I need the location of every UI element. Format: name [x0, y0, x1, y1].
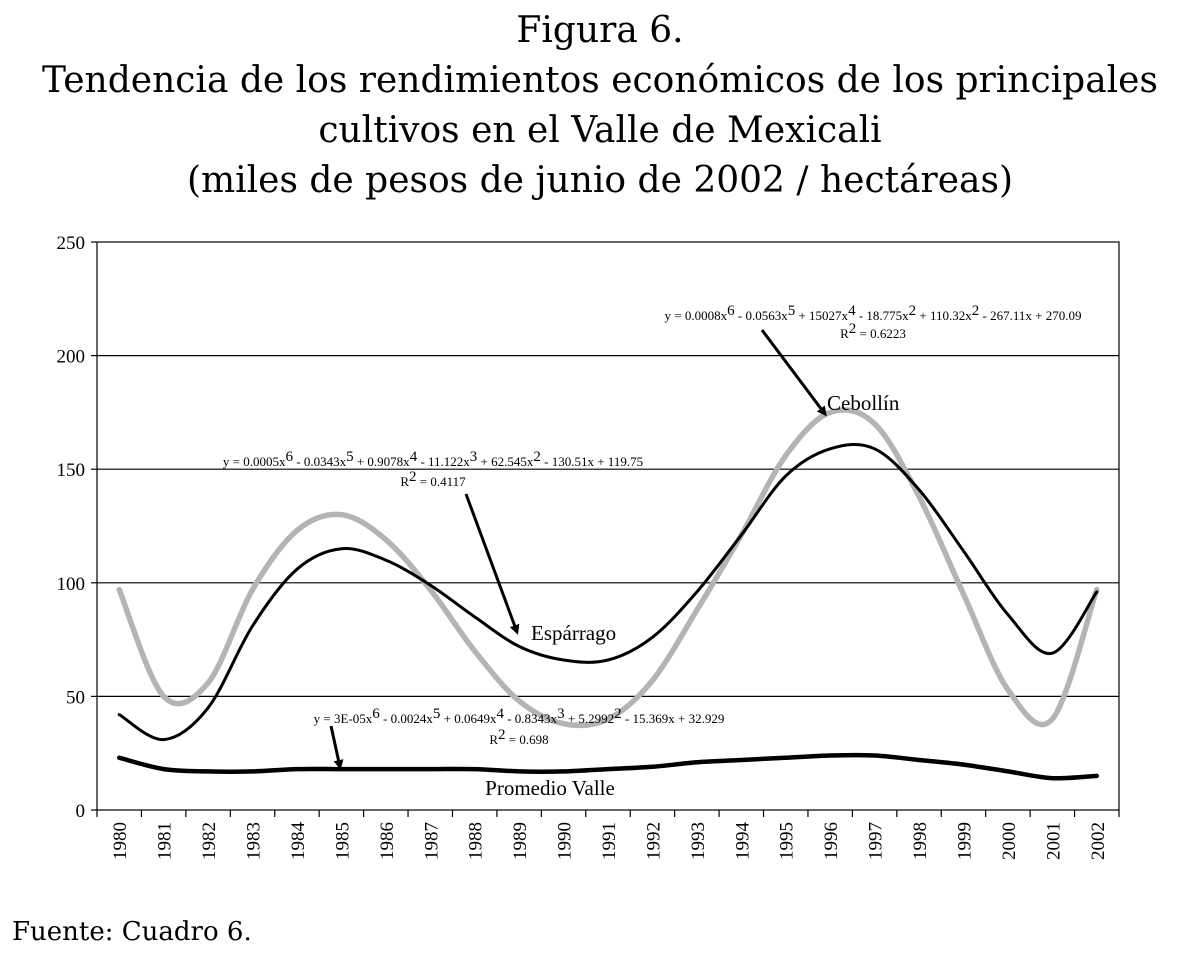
annotations: Cebollín Espárrago Promedio Valle y = 0.000… [223, 303, 1082, 800]
axes: 0 50 100 150 200 250 1980 1981 1982 1983 1984 1985 1… [57, 233, 1120, 860]
r-squared-promedio-valle: R2 = 0.698 [489, 727, 548, 747]
x-tick-label-1983: 1983 [244, 822, 265, 860]
series-label-esparrago: Espárrago [531, 621, 616, 645]
series-label-cebollin: Cebollín [827, 391, 900, 415]
x-tick-label-1982: 1982 [199, 822, 220, 860]
chart-title-line-3: (miles de pesos de junio de 2002 / hectá… [186, 160, 1014, 201]
y-tick-label-50: 50 [66, 687, 85, 708]
x-tick-label-2002: 2002 [1088, 822, 1109, 860]
source-note: Fuente: Cuadro 6. [12, 917, 252, 947]
title-block: Figura 6. Tendencia de los rendimientos … [0, 6, 1200, 206]
series-line-cebollin [116, 407, 1100, 729]
chart-title-line-2: cultivos en el Valle de Mexicali [318, 110, 882, 151]
x-tick-label-1995: 1995 [777, 822, 798, 860]
x-tick-label-1990: 1990 [555, 822, 576, 860]
x-tick-label-1986: 1986 [377, 822, 398, 860]
arrow-esparrago [464, 493, 520, 635]
arrow-promedio-valle [329, 725, 344, 770]
y-tick-label-150: 150 [57, 460, 86, 481]
trend-equation-cebollin: y = 0.0008x6 - 0.0563x5 + 15027x4 - 18.7… [665, 303, 1082, 323]
x-tick-label-2001: 2001 [1043, 822, 1064, 860]
x-tick-label-1987: 1987 [421, 822, 442, 860]
x-tick-label-1981: 1981 [155, 822, 176, 860]
r-squared-cebollin: R2 = 0.6223 [840, 321, 906, 341]
x-tick-label-1999: 1999 [954, 822, 975, 860]
x-tick-label-1985: 1985 [332, 822, 353, 860]
x-tick-label-1992: 1992 [643, 822, 664, 860]
x-tick-label-1989: 1989 [510, 822, 531, 860]
x-tick-label-1998: 1998 [910, 822, 931, 860]
plot-frame [96, 241, 1120, 811]
x-tick-label-1988: 1988 [466, 822, 487, 860]
gridlines [96, 241, 1120, 811]
y-tick-label-0: 0 [76, 801, 86, 822]
x-tick-label-2000: 2000 [999, 822, 1020, 860]
arrow-cebollin [760, 329, 827, 417]
series-line-esparrago [117, 442, 1099, 742]
x-tick-label-1994: 1994 [732, 822, 753, 861]
x-tick-label-1984: 1984 [288, 822, 309, 861]
series-label-promedio-valle: Promedio Valle [485, 776, 615, 800]
trend-equation-esparrago: y = 0.0005x6 - 0.0343x5 + 0.9078x4 - 11.… [223, 449, 643, 469]
r-squared-esparrago: R2 = 0.4117 [400, 469, 466, 489]
chart-title-line-1: Tendencia de los rendimientos económicos… [42, 60, 1158, 101]
trend-equation-promedio-valle: y = 3E-05x6 - 0.0024x5 + 0.0649x4 - 0.83… [314, 706, 725, 726]
series-lines [116, 407, 1100, 781]
x-tick-label-1993: 1993 [688, 822, 709, 860]
figure-label: Figura 6. [516, 10, 684, 51]
series-line-promedio-valle [116, 752, 1100, 781]
x-tick-label-1980: 1980 [110, 822, 131, 860]
y-tick-label-250: 250 [57, 233, 86, 254]
x-tick-label-1996: 1996 [821, 822, 842, 860]
x-tick-label-1997: 1997 [866, 822, 887, 860]
x-tick-label-1991: 1991 [599, 822, 620, 860]
y-tick-label-200: 200 [57, 347, 86, 368]
y-tick-label-100: 100 [57, 574, 86, 595]
line-chart: 0 50 100 150 200 250 1980 1981 1982 1983 1984 1985 1… [57, 233, 1120, 860]
